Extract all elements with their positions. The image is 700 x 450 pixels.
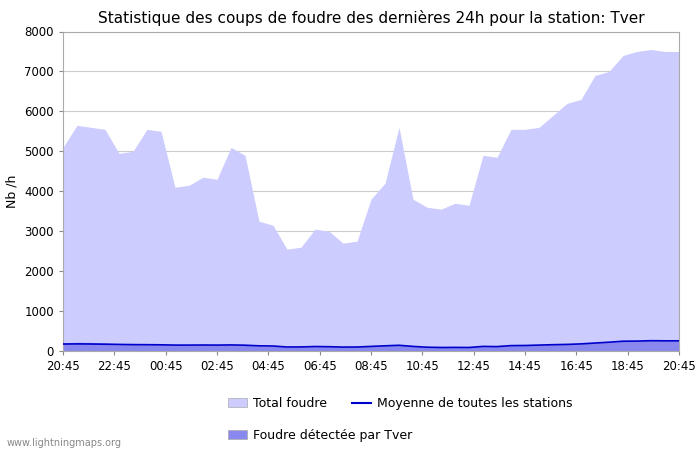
Y-axis label: Nb /h: Nb /h: [6, 175, 19, 208]
Legend: Foudre détectée par Tver: Foudre détectée par Tver: [223, 424, 417, 447]
Title: Statistique des coups de foudre des dernières 24h pour la station: Tver: Statistique des coups de foudre des dern…: [98, 10, 644, 26]
Text: www.lightningmaps.org: www.lightningmaps.org: [7, 438, 122, 448]
